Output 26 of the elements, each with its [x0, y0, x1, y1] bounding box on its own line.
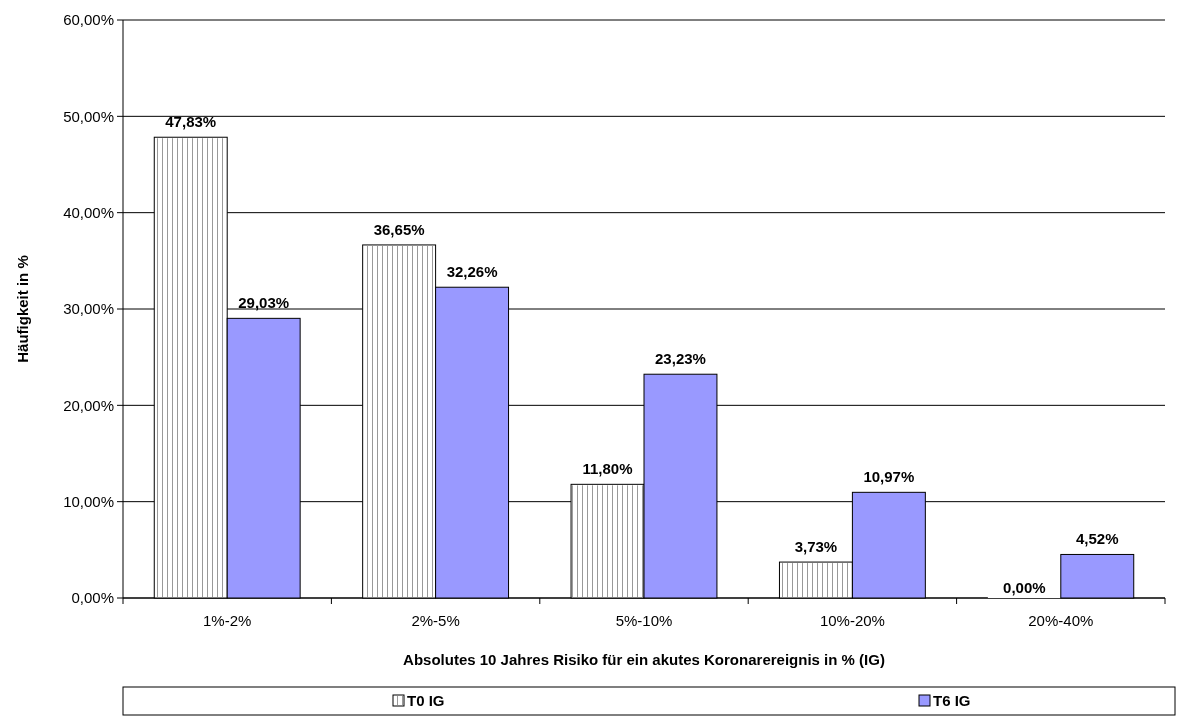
data-label: 23,23%	[655, 350, 706, 368]
y-tick-label: 30,00%	[63, 300, 114, 318]
data-label: 11,80%	[582, 460, 633, 478]
legend-label: T6 IG	[933, 691, 971, 709]
y-tick-label: 0,00%	[71, 589, 114, 607]
x-tick-label: 1%-2%	[203, 612, 252, 629]
y-tick-label: 20,00%	[63, 396, 114, 414]
x-axis-title: Absolutes 10 Jahres Risiko für ein akutes Koronarereignis in % (IG)	[403, 651, 885, 668]
data-label: 3,73%	[794, 538, 838, 556]
data-label: 29,03%	[238, 294, 290, 312]
data-label: 36,65%	[373, 220, 425, 238]
y-tick-label: 40,00%	[63, 203, 114, 221]
x-tick-label: 2%-5%	[411, 612, 460, 629]
x-tick-label: 5%-10%	[615, 612, 673, 629]
data-label: 32,26%	[446, 263, 498, 281]
legend-label: T0 IG	[407, 691, 445, 709]
data-label: 10,97%	[863, 468, 915, 486]
y-axis-title: Häufigkeit in %	[14, 255, 31, 363]
data-label: 47,83%	[165, 113, 217, 131]
y-tick-label: 10,00%	[63, 492, 114, 510]
y-tick-label: 60,00%	[63, 11, 114, 29]
x-tick-label: 10%-20%	[819, 612, 885, 629]
data-label: 0,00%	[1003, 579, 1046, 596]
y-tick-label: 50,00%	[63, 107, 114, 125]
data-label: 4,52%	[1076, 530, 1119, 548]
x-tick-label: 20%-40%	[1028, 612, 1094, 629]
